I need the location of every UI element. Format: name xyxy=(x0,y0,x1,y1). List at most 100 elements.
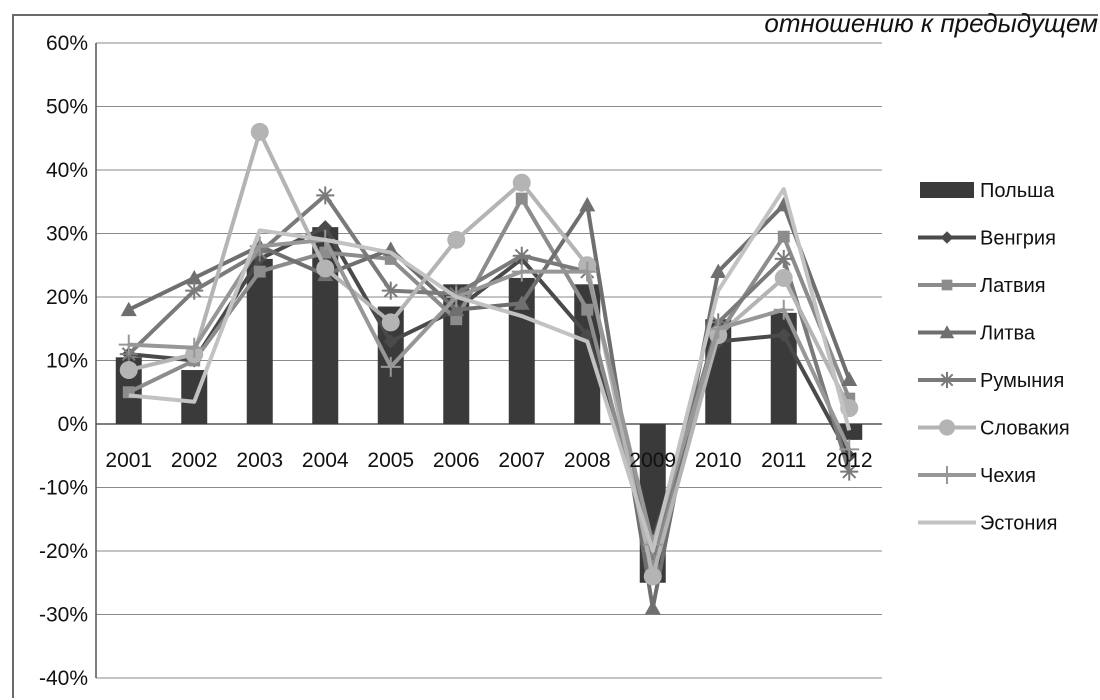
series-line xyxy=(128,129,852,579)
legend-item: Литва xyxy=(918,323,1036,345)
y-tick-label: 40% xyxy=(46,159,88,182)
chart-title: отношению к предыдущем xyxy=(764,8,1098,38)
bar-series xyxy=(115,227,863,583)
marker-triangle xyxy=(186,269,203,285)
marker-plus xyxy=(938,466,956,484)
marker-star xyxy=(774,249,793,268)
legend-label: Эстония xyxy=(980,513,1057,535)
legend-swatch xyxy=(920,182,974,198)
x-tick-label: 2002 xyxy=(171,449,218,472)
y-tick-label: 30% xyxy=(46,223,88,246)
legend-label: Румыния xyxy=(980,370,1064,392)
marker-triangle xyxy=(513,295,530,310)
y-tick-label: -40% xyxy=(39,667,88,690)
marker-square xyxy=(319,246,332,259)
marker-square xyxy=(777,230,790,243)
x-tick-label: 2003 xyxy=(236,449,283,472)
marker-triangle xyxy=(710,263,727,278)
legend-label: Литва xyxy=(980,323,1036,345)
legend-label: Венгрия xyxy=(980,228,1056,250)
x-axis-ticks: 2001 2002 2003 2004 2005 2006 2007 2008 2009 2010… xyxy=(105,449,872,472)
marker-star xyxy=(512,246,531,265)
marker-star xyxy=(316,186,335,205)
marker-plus xyxy=(118,334,139,355)
marker-plus xyxy=(839,439,860,460)
marker-circle xyxy=(643,567,662,586)
star-stroke xyxy=(776,251,791,266)
star-stroke xyxy=(940,373,954,387)
x-tick-label: 2009 xyxy=(629,449,676,472)
legend-label: Польша xyxy=(980,180,1055,202)
marker-diamond xyxy=(383,334,398,349)
series-line xyxy=(127,196,852,566)
marker-star xyxy=(185,281,204,300)
legend-item: Словакия xyxy=(918,418,1070,440)
marker-diamond xyxy=(940,231,954,244)
y-tick-label: 50% xyxy=(46,96,88,119)
marker-square xyxy=(122,386,135,399)
marker-plus xyxy=(577,261,598,282)
legend-label: Латвия xyxy=(980,275,1046,297)
series-line xyxy=(128,187,852,553)
marker-square xyxy=(941,279,953,291)
star-stroke xyxy=(187,283,202,298)
marker-square xyxy=(515,192,528,205)
marker-plus xyxy=(708,318,729,339)
x-tick-label: 2012 xyxy=(826,449,873,472)
legend: Польша Венгрия Латвия Литва Румыния Словакия Ч… xyxy=(918,180,1070,535)
marker-circle xyxy=(512,173,531,192)
marker-square xyxy=(646,557,659,570)
marker-square xyxy=(384,252,397,265)
marker-triangle xyxy=(579,196,596,212)
marker-triangle xyxy=(120,301,137,317)
y-tick-label: 60% xyxy=(46,32,88,55)
marker-circle xyxy=(250,122,269,141)
marker-triangle xyxy=(448,301,465,317)
chart-frame: отношению к предыдущем xyxy=(12,8,1098,698)
star-stroke xyxy=(842,464,857,479)
x-tick-label: 2010 xyxy=(695,449,742,472)
marker-star xyxy=(938,371,956,389)
marker-square xyxy=(843,392,856,405)
x-tick-label: 2007 xyxy=(498,449,545,472)
marker-circle xyxy=(119,361,138,380)
marker-diamond xyxy=(776,328,791,343)
marker-square xyxy=(581,303,594,316)
legend-item: Польша xyxy=(920,180,1055,202)
legend-item: Латвия xyxy=(918,275,1046,297)
marker-triangle xyxy=(841,371,858,386)
y-tick-label: 10% xyxy=(46,350,88,373)
marker-square xyxy=(450,313,463,326)
x-tick-label: 2008 xyxy=(564,449,611,472)
legend-label: Чехия xyxy=(980,465,1036,487)
marker-circle xyxy=(316,259,335,278)
marker-triangle xyxy=(939,325,955,339)
x-tick-label: 2005 xyxy=(367,449,414,472)
marker-square xyxy=(253,265,266,278)
marker-diamond xyxy=(318,220,333,235)
y-tick-label: -10% xyxy=(39,477,88,500)
legend-label: Словакия xyxy=(980,418,1070,440)
marker-plus xyxy=(380,356,401,377)
marker-plus xyxy=(773,299,794,320)
x-tick-label: 2004 xyxy=(302,449,349,472)
legend-item: Чехия xyxy=(918,465,1036,487)
series-Чехия xyxy=(118,229,860,555)
y-tick-label: -20% xyxy=(39,540,88,563)
star-stroke xyxy=(383,283,398,298)
marker-star xyxy=(381,281,400,300)
marker-circle xyxy=(938,419,956,436)
x-tick-label: 2001 xyxy=(105,449,152,472)
marker-circle xyxy=(774,268,793,287)
star-stroke xyxy=(514,248,529,263)
y-tick-label: 0% xyxy=(58,413,88,436)
marker-circle xyxy=(447,230,466,249)
star-stroke xyxy=(318,188,333,203)
series-Эстония xyxy=(128,187,852,553)
marker-triangle xyxy=(644,600,661,615)
marker-star xyxy=(840,462,859,481)
legend-item: Венгрия xyxy=(918,228,1056,250)
y-axis-ticks: -40% -30% -20% -10% 0% 10% 20% 30% 40% 50% 60% xyxy=(39,32,88,690)
x-tick-label: 2011 xyxy=(761,449,806,472)
